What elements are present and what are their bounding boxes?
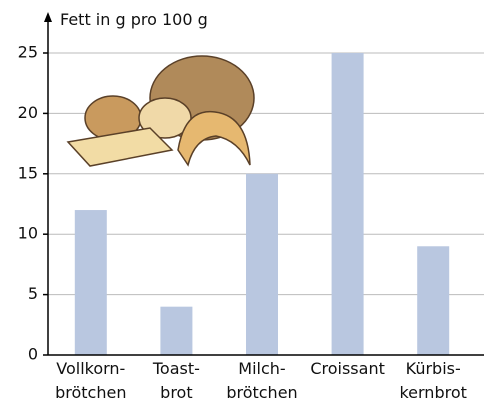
bar: [160, 307, 192, 355]
y-tick-label: 15: [18, 163, 38, 182]
y-axis-arrow: [44, 12, 52, 22]
y-tick-label: 20: [18, 103, 38, 122]
chart: 0 5 10 15 20 25 Fett in g pro 100 g Vollkorn-…: [0, 0, 484, 403]
x-tick-label: Croissant: [303, 357, 393, 381]
y-tick-label: 0: [28, 345, 38, 364]
x-tick-label: Kürbis- kernbrot: [388, 357, 478, 403]
y-axis-label: Fett in g pro 100 g: [60, 10, 208, 29]
y-tick-label: 5: [28, 284, 38, 303]
x-tick-label: Vollkorn- brötchen: [46, 357, 136, 403]
bar: [246, 174, 278, 355]
bar: [332, 53, 364, 355]
y-tick-label: 25: [18, 43, 38, 62]
bread-illustration: [68, 56, 254, 166]
y-tick-label: 10: [18, 224, 38, 243]
toast: [68, 128, 172, 166]
x-tick-label: Milch- brötchen: [217, 357, 307, 403]
bar: [417, 246, 449, 355]
bar: [75, 210, 107, 355]
bars: [75, 53, 449, 355]
chart-canvas: 0 5 10 15 20 25: [0, 0, 484, 403]
x-tick-label: Toast- brot: [131, 357, 221, 403]
